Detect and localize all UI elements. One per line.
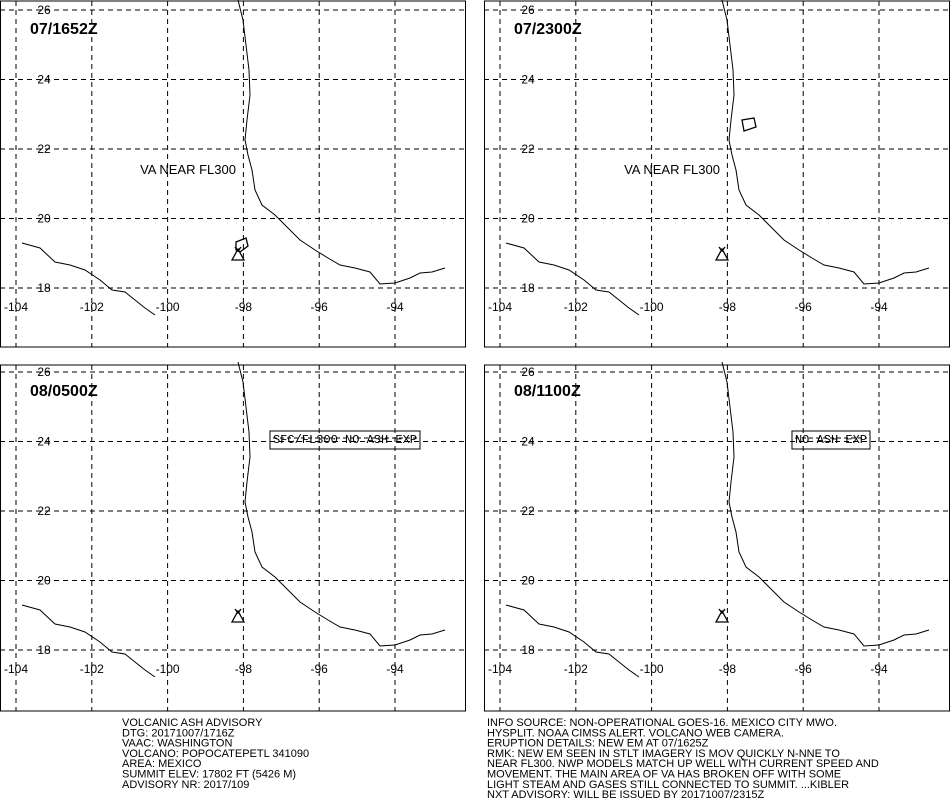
- lon-label: -100: [156, 300, 180, 314]
- map-panel: -104 -102 -100 -98 -96 -94 18 20 22 24 26 08/0500Z S…: [0, 361, 466, 712]
- advisory-line: INFO SOURCE: NON-OPERATIONAL GOES-16. ME…: [487, 717, 837, 729]
- ash-annotation: VA NEAR FL300: [624, 162, 720, 177]
- lat-label: 24: [37, 435, 51, 449]
- advisory-line: MOVEMENT. THE MAIN AREA OF VA HAS BROKEN…: [487, 769, 841, 781]
- lat-label: 18: [521, 281, 535, 295]
- lon-label: -100: [640, 662, 664, 676]
- valid-time: 07/1652Z: [30, 21, 98, 38]
- panel-border: [484, 364, 950, 712]
- lon-label: -98: [719, 300, 737, 314]
- ash-area: [741, 117, 757, 132]
- lat-label: 26: [37, 365, 51, 379]
- ash-annotation: VA NEAR FL300: [140, 162, 236, 177]
- advisory-line: RMK: NEW EM SEEN IN STLT IMAGERY IS MOV …: [487, 748, 840, 760]
- advisory-line: LIGHT STEAM AND GASES STILL CONNECTED TO…: [487, 779, 849, 791]
- lon-label: -104: [488, 662, 512, 676]
- valid-time: 08/1100Z: [514, 383, 581, 400]
- ash-annotation: NO ASH EXP: [795, 433, 867, 447]
- lat-label: 18: [521, 643, 535, 657]
- advisory-line: VOLCANO: POPOCATEPETL 341090: [122, 748, 309, 760]
- ash-area: [235, 237, 249, 253]
- lat-label: 26: [37, 3, 51, 17]
- lon-label: -102: [564, 662, 588, 676]
- panel-border: [484, 0, 950, 348]
- annotation-box: [791, 430, 871, 450]
- lat-label: 24: [521, 73, 535, 87]
- advisory-line: AREA: MEXICO: [122, 758, 202, 770]
- lon-label: -96: [795, 300, 813, 314]
- advisory-line: ADVISORY NR: 2017/109: [122, 779, 249, 791]
- ash-annotation: SFC/FL300 NO ASH EXP: [273, 433, 417, 447]
- lat-label: 26: [521, 3, 535, 17]
- panel-border: [0, 364, 466, 712]
- lat-label: 22: [37, 142, 51, 156]
- lon-label: -102: [564, 300, 588, 314]
- lon-label: -98: [719, 662, 737, 676]
- annotation-box: [269, 430, 421, 450]
- lon-label: -94: [870, 300, 888, 314]
- lon-label: -96: [795, 662, 813, 676]
- advisory-line: VOLCANIC ASH ADVISORY: [122, 717, 263, 729]
- lon-label: -96: [311, 300, 329, 314]
- advisory-line: SUMMIT ELEV: 17802 FT (5426 M): [122, 769, 296, 781]
- lat-label: 22: [37, 504, 51, 518]
- lon-label: -104: [4, 662, 28, 676]
- lat-label: 20: [521, 574, 535, 588]
- lat-label: 22: [521, 504, 535, 518]
- lat-label: 26: [521, 365, 535, 379]
- lon-label: -102: [80, 300, 104, 314]
- valid-time: 08/0500Z: [30, 383, 98, 400]
- map-panel: -104 -102 -100 -98 -96 -94 18 20 22 24 26 08/1100Z N…: [484, 361, 950, 712]
- lat-label: 20: [37, 212, 51, 226]
- lon-label: -98: [235, 300, 253, 314]
- lat-label: 22: [521, 142, 535, 156]
- lat-label: 18: [37, 281, 51, 295]
- map-panel: -104 -102 -100 -98 -96 -94 18 20 22 24 26 07/1652Z V…: [0, 0, 466, 348]
- lon-label: -96: [311, 662, 329, 676]
- lat-label: 20: [37, 574, 51, 588]
- advisory-line: NEAR FL300. NWP MODELS MATCH UP WELL WIT…: [487, 758, 879, 770]
- lon-label: -102: [80, 662, 104, 676]
- lon-label: -94: [386, 300, 404, 314]
- valid-time: 07/2300Z: [514, 21, 582, 38]
- advisory-line: NXT ADVISORY: WILL BE ISSUED BY 20171007…: [487, 789, 764, 801]
- lon-label: -94: [386, 662, 404, 676]
- panel-border: [0, 0, 466, 348]
- advisory-line: DTG: 20171007/1716Z: [122, 727, 235, 739]
- lon-label: -104: [488, 300, 512, 314]
- lat-label: 20: [521, 212, 535, 226]
- lon-label: -100: [640, 300, 664, 314]
- lon-label: -100: [156, 662, 180, 676]
- advisory-line: HYSPLIT. NOAA CIMSS ALERT. VOLCANO WEB C…: [487, 727, 784, 739]
- lat-label: 24: [521, 435, 535, 449]
- advisory-line: VAAC: WASHINGTON: [122, 738, 232, 750]
- lon-label: -104: [4, 300, 28, 314]
- lat-label: 24: [37, 73, 51, 87]
- advisory-line: ERUPTION DETAILS: NEW EM AT 07/1625Z: [487, 738, 709, 750]
- lon-label: -94: [870, 662, 888, 676]
- lon-label: -98: [235, 662, 253, 676]
- lat-label: 18: [37, 643, 51, 657]
- map-panel: -104 -102 -100 -98 -96 -94 18 20 22 24 26 07/2300Z V…: [484, 0, 950, 348]
